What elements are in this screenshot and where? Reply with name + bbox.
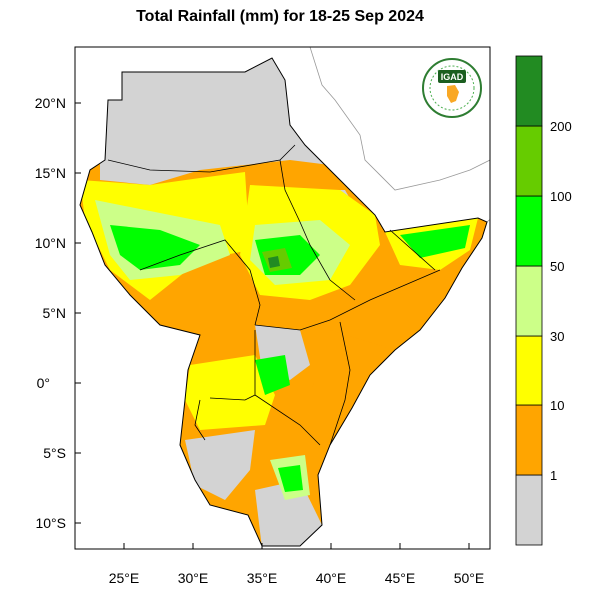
country-borders: [107, 144, 441, 446]
green-zone-lake: [255, 355, 290, 395]
tick-marks: [75, 102, 470, 549]
lat-label-0: 0°: [37, 375, 50, 391]
colorbar-swatch-3: [515, 265, 543, 337]
arabian-coastline: [309, 47, 490, 191]
orange-zone-east-coast: [300, 330, 395, 470]
border-burundi: [194, 399, 206, 441]
border-somaliland: [389, 229, 436, 271]
green-zone-south: [278, 465, 303, 492]
border-kenya-somalia: [329, 321, 351, 446]
longitude-labels: 25°E 30°E 35°E 40°E 45°E 50°E: [109, 570, 485, 586]
border-sudan-south: [107, 144, 296, 173]
lat-label-5s: 5°S: [43, 445, 66, 461]
colorbar-swatch-0: [515, 474, 543, 546]
logo-text: IGAD: [441, 72, 464, 82]
colorbar-label-1: 1: [550, 468, 557, 483]
coastline-tip: [486, 218, 490, 223]
lon-label-35e: 35°E: [247, 570, 278, 586]
lon-label-30e: 30°E: [178, 570, 209, 586]
lat-label-20n: 20°N: [35, 95, 66, 111]
colorbar-label-200: 200: [550, 119, 572, 134]
lat-label-10n: 10°N: [35, 235, 66, 251]
dry-zone-southeast: [255, 480, 322, 546]
green-zone-somaliland: [400, 225, 470, 258]
lon-label-25e: 25°E: [109, 570, 140, 586]
colorbar-swatch-5: [515, 125, 543, 197]
border-tanzania-north: [254, 394, 321, 446]
colorbar-label-10: 10: [550, 398, 564, 413]
colorbar: 1 10 30 50 100 200: [515, 55, 572, 546]
lat-label-15n: 15°N: [35, 165, 66, 181]
lon-label-50e: 50°E: [454, 570, 485, 586]
green-zone-west: [110, 225, 200, 270]
dry-zone-south: [185, 430, 255, 500]
colorbar-label-50: 50: [550, 259, 564, 274]
colorbar-swatch-6: [515, 55, 543, 127]
map-title: Total Rainfall (mm) for 18-25 Sep 2024: [136, 8, 424, 25]
latitude-labels: 20°N 15°N 10°N 5°N 0° 5°S 10°S: [35, 95, 66, 531]
dry-zone-north: [100, 58, 330, 185]
colorbar-label-30: 30: [550, 329, 564, 344]
logo-banner: [438, 70, 466, 83]
igad-logo: IGAD: [422, 58, 482, 118]
logo-wreath: [429, 65, 475, 111]
logo-africa-shape: [447, 85, 459, 103]
region-outline: [79, 57, 488, 547]
border-ethiopia-west: [279, 159, 356, 301]
border-south-sudan: [139, 239, 261, 326]
plot-frame: [74, 46, 491, 550]
colorbar-swatch-4: [515, 195, 543, 267]
colorbar-swatch-1: [515, 404, 543, 476]
border-uganda: [209, 330, 256, 401]
colorbar-swatch-2: [515, 335, 543, 406]
darkgreen-zone-ethiopia: [268, 256, 280, 268]
border-kenya-north: [254, 269, 441, 331]
yellow-zone-lakes: [185, 355, 275, 430]
lat-label-5n: 5°N: [43, 305, 67, 321]
lat-label-10s: 10°S: [35, 515, 66, 531]
colorbar-label-100: 100: [550, 189, 572, 204]
rainfall-field: [80, 58, 487, 546]
lon-label-45e: 45°E: [385, 570, 416, 586]
lon-label-40e: 40°E: [316, 570, 347, 586]
